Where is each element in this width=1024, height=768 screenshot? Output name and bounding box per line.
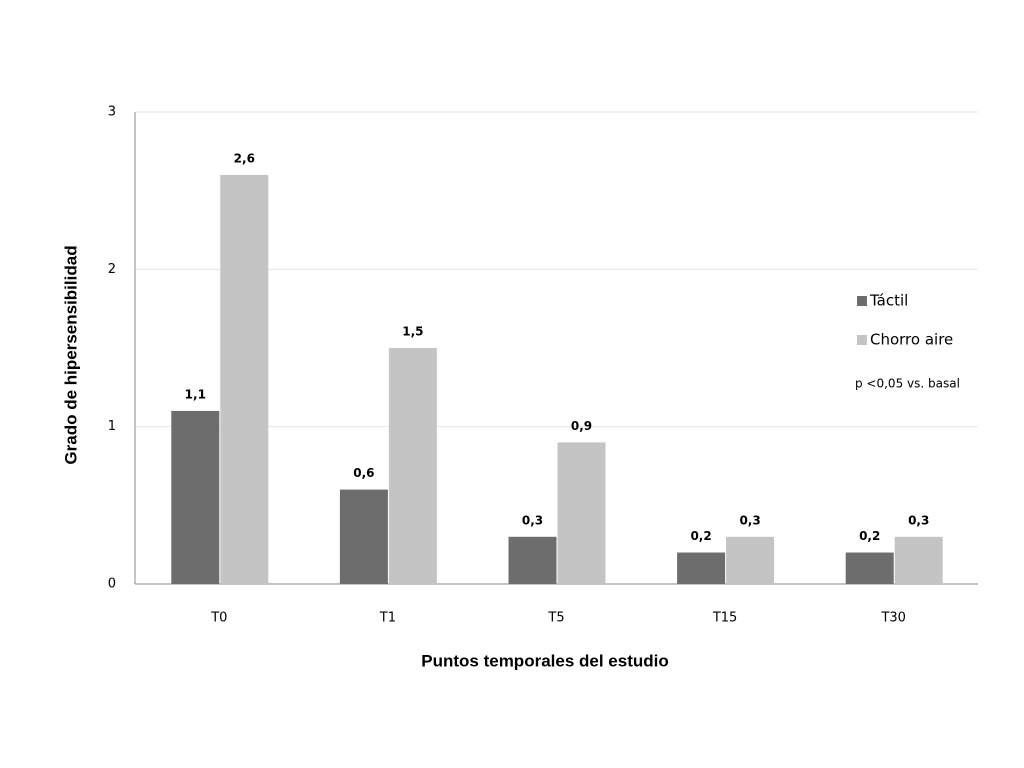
value-label: 0,6 (353, 466, 374, 480)
value-label: 0,2 (859, 529, 880, 543)
x-tick-label: T5 (547, 611, 564, 626)
value-label: 0,3 (522, 513, 543, 527)
legend-label: Chorro aire (870, 331, 953, 349)
bar (677, 552, 726, 584)
value-label: 0,9 (571, 419, 592, 433)
value-label: 0,2 (690, 529, 711, 543)
legend-swatch (857, 335, 867, 345)
bar (171, 410, 220, 584)
y-tick-label: 2 (108, 262, 116, 277)
y-tick-label: 3 (108, 105, 116, 120)
bar (339, 489, 388, 584)
y-tick-label: 1 (108, 419, 116, 434)
legend-label: Táctil (869, 292, 908, 310)
x-tick-label: T0 (210, 611, 227, 626)
bar (845, 552, 894, 584)
bar (220, 174, 269, 584)
legend-swatch (857, 296, 867, 306)
value-label: 1,5 (402, 325, 423, 339)
value-label: 1,1 (185, 387, 206, 401)
x-tick-label: T15 (712, 611, 737, 626)
bar (726, 536, 775, 584)
bar (508, 536, 557, 584)
value-label: 2,6 (234, 151, 255, 165)
x-axis-label: Puntos temporales del estudio (421, 651, 669, 670)
y-axis-label: Grado de hipersensibilidad (61, 245, 80, 464)
annotation: p <0,05 vs. basal (855, 377, 960, 391)
value-label: 0,3 (739, 513, 760, 527)
bar (557, 442, 606, 584)
bar (388, 348, 437, 584)
y-tick-label: 0 (108, 577, 116, 592)
x-tick-label: T1 (379, 611, 396, 626)
x-tick-label: T30 (880, 611, 905, 626)
value-label: 0,3 (908, 513, 929, 527)
bar (894, 536, 943, 584)
